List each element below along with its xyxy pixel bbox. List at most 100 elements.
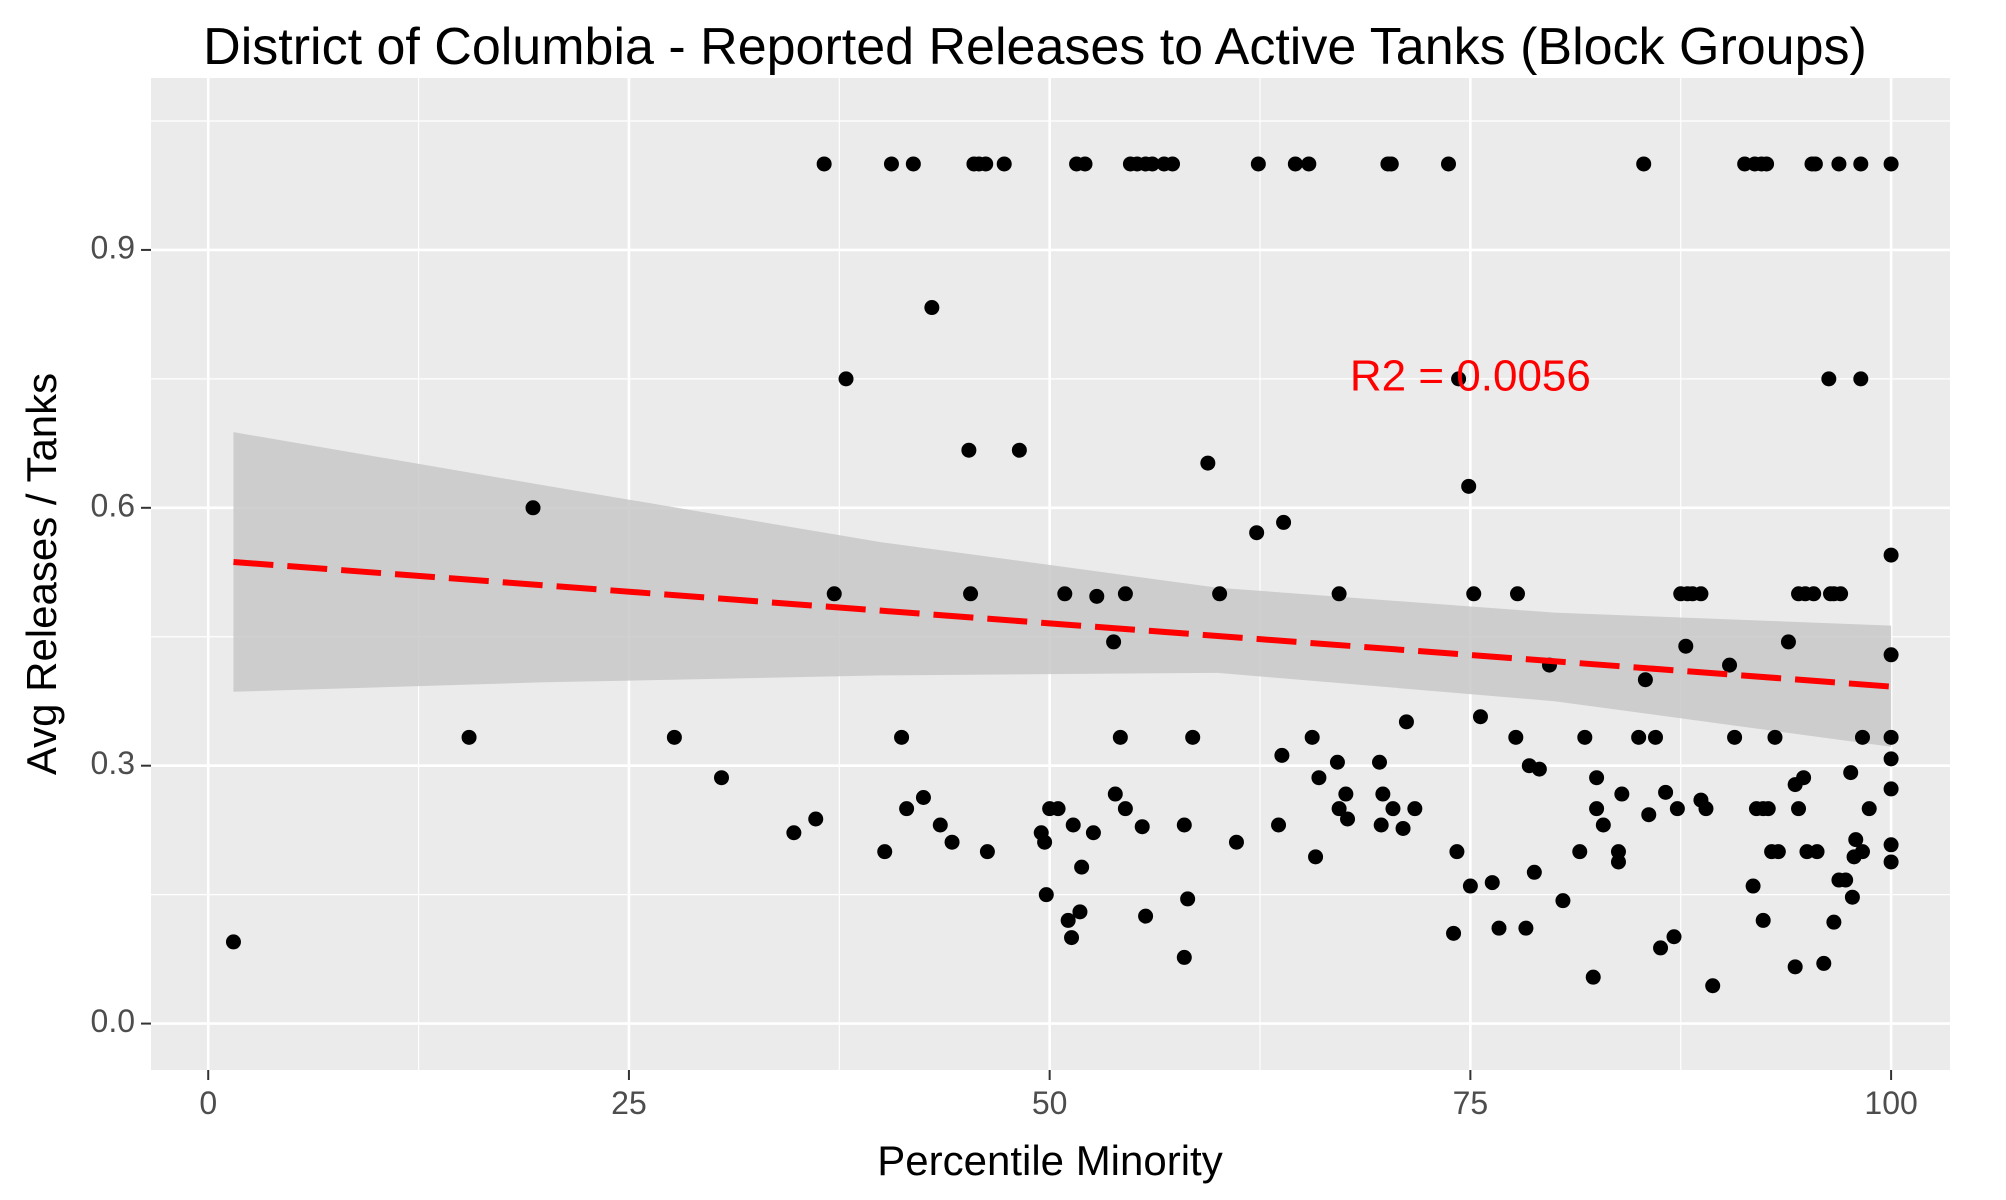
- data-point: [1883, 751, 1899, 767]
- data-point: [1806, 586, 1822, 602]
- data-point: [1449, 844, 1465, 860]
- data-point: [944, 834, 960, 850]
- data-point: [666, 729, 682, 745]
- data-point: [1610, 844, 1626, 860]
- data-point: [1796, 770, 1812, 786]
- data-point: [1308, 849, 1324, 865]
- data-point: [883, 156, 899, 172]
- data-point: [1518, 920, 1534, 936]
- r2-annotation: R2 = 0.0056: [1350, 351, 1591, 400]
- data-point: [1050, 801, 1066, 817]
- y-tick-label: 0.6: [91, 487, 135, 523]
- data-point: [1271, 817, 1287, 833]
- data-point: [1077, 156, 1093, 172]
- data-point: [1466, 586, 1482, 602]
- data-point: [1853, 371, 1869, 387]
- data-point: [1064, 930, 1080, 946]
- data-point: [1508, 729, 1524, 745]
- data-point: [1200, 455, 1216, 471]
- data-point: [905, 156, 921, 172]
- data-point: [838, 371, 854, 387]
- data-point: [1678, 638, 1694, 654]
- data-point: [1331, 586, 1347, 602]
- data-point: [1883, 647, 1899, 663]
- data-point: [894, 729, 910, 745]
- data-point: [1176, 817, 1192, 833]
- data-point: [1727, 729, 1743, 745]
- data-point: [1831, 156, 1847, 172]
- data-point: [1134, 819, 1150, 835]
- data-point: [1844, 889, 1860, 905]
- data-point: [525, 500, 541, 516]
- data-point: [1807, 156, 1823, 172]
- data-point: [1274, 747, 1290, 763]
- data-point: [1577, 729, 1593, 745]
- data-point: [1637, 672, 1653, 688]
- data-point: [1770, 844, 1786, 860]
- x-tick-label: 50: [1032, 1085, 1068, 1121]
- data-point: [1698, 801, 1714, 817]
- data-point: [1138, 908, 1154, 924]
- data-point: [1441, 156, 1457, 172]
- data-point: [1451, 371, 1467, 387]
- data-point: [1816, 955, 1832, 971]
- data-point: [1176, 949, 1192, 965]
- x-tick-label: 0: [199, 1085, 217, 1121]
- data-point: [1767, 729, 1783, 745]
- chart-title: District of Columbia - Reported Releases…: [203, 18, 1867, 76]
- data-point: [1385, 801, 1401, 817]
- data-point: [1572, 844, 1588, 860]
- data-point: [961, 442, 977, 458]
- data-point: [1848, 832, 1864, 848]
- data-point: [1883, 156, 1899, 172]
- data-point: [1658, 784, 1674, 800]
- data-point: [1722, 657, 1738, 673]
- data-point: [1636, 156, 1652, 172]
- x-tick-label: 100: [1864, 1085, 1917, 1121]
- data-point: [1809, 844, 1825, 860]
- data-point: [1509, 586, 1525, 602]
- data-point: [1854, 729, 1870, 745]
- data-point: [1787, 959, 1803, 975]
- data-point: [808, 811, 824, 827]
- data-point: [1614, 786, 1630, 802]
- data-points: [225, 156, 1899, 994]
- data-point: [1780, 634, 1796, 650]
- x-axis-ticks: 0 25 50 75 100: [199, 1070, 1918, 1121]
- data-point: [1755, 912, 1771, 928]
- data-point: [713, 770, 729, 786]
- data-point: [932, 817, 948, 833]
- data-point: [826, 586, 842, 602]
- data-point: [1843, 765, 1859, 781]
- data-point: [786, 825, 802, 841]
- data-point: [1011, 442, 1027, 458]
- data-point: [1117, 801, 1133, 817]
- trend-line: [233, 558, 1892, 690]
- data-point: [1883, 729, 1899, 745]
- data-point: [1838, 872, 1854, 888]
- data-point: [1106, 634, 1122, 650]
- data-point: [1589, 770, 1605, 786]
- data-point: [1555, 893, 1571, 909]
- data-point: [816, 156, 832, 172]
- data-point: [1669, 801, 1685, 817]
- data-point: [1287, 156, 1303, 172]
- data-point: [1311, 770, 1327, 786]
- data-point: [1249, 525, 1265, 541]
- data-point: [996, 156, 1012, 172]
- data-point: [1595, 817, 1611, 833]
- data-point: [1065, 817, 1081, 833]
- data-point: [1395, 820, 1411, 836]
- data-point: [1883, 781, 1899, 797]
- y-axis-label: Avg Releases / Tanks: [18, 373, 65, 775]
- data-point: [978, 156, 994, 172]
- x-axis-label: Percentile Minority: [877, 1137, 1222, 1184]
- data-point: [1791, 801, 1807, 817]
- data-point: [1462, 878, 1478, 894]
- data-point: [1212, 586, 1228, 602]
- y-tick-label: 0.9: [91, 229, 135, 265]
- data-point: [1653, 940, 1669, 956]
- data-point: [1375, 786, 1391, 802]
- data-point: [1074, 859, 1090, 875]
